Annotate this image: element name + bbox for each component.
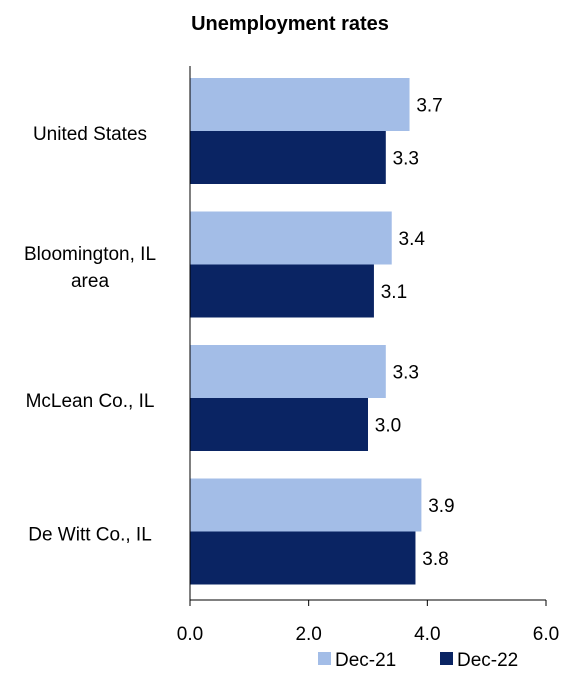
legend-label-dec21: Dec-21 (335, 650, 396, 671)
bar-dec21-0 (190, 78, 410, 131)
bars-layer (190, 78, 422, 585)
chart-title: Unemployment rates (191, 13, 389, 35)
bar-dec22-1 (190, 264, 374, 318)
legend: Dec-21 Dec-22 (318, 650, 518, 671)
x-tick-label: 6.0 (533, 624, 559, 645)
bar-dec22-2 (190, 398, 368, 451)
category-label: De Witt Co., IL (28, 524, 152, 545)
data-label: 3.3 (393, 363, 419, 384)
category-label: Bloomington, IL (24, 244, 156, 265)
data-label: 3.7 (416, 96, 442, 117)
data-label: 3.8 (422, 549, 448, 570)
legend-swatch-dec22 (440, 652, 453, 665)
bar-dec21-2 (190, 345, 386, 398)
bar-dec22-0 (190, 131, 386, 184)
data-label: 3.0 (375, 416, 401, 437)
legend-label-dec22: Dec-22 (457, 650, 518, 671)
data-label: 3.4 (399, 229, 426, 250)
data-label: 3.3 (393, 149, 419, 170)
x-tick-label: 0.0 (177, 624, 203, 645)
category-label: United States (33, 124, 147, 145)
x-tick-label: 2.0 (295, 624, 321, 645)
category-label: McLean Co., IL (26, 391, 155, 412)
data-label: 3.9 (428, 496, 454, 517)
data-label: 3.1 (381, 282, 407, 303)
category-label: area (71, 271, 109, 292)
labels-layer: 3.7 3.3 3.4 3.1 3.3 3.0 3.9 3.8 (375, 96, 455, 571)
x-tick-label: 4.0 (414, 624, 440, 645)
bar-dec21-3 (190, 478, 422, 532)
axis-layer: United States Bloomington, IL area McLean C… (24, 66, 559, 645)
bar-dec22-3 (190, 531, 416, 585)
legend-swatch-dec21 (318, 652, 331, 665)
bar-dec21-1 (190, 211, 392, 265)
